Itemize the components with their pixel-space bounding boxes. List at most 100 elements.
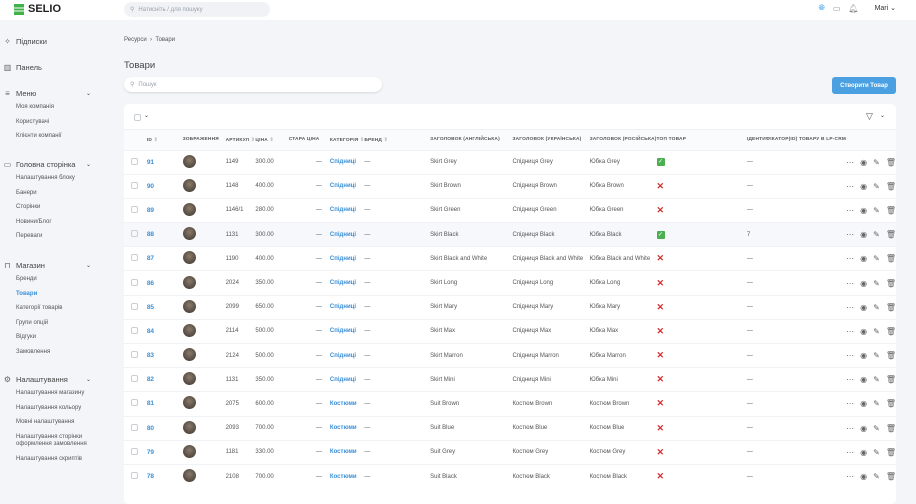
edit-icon[interactable]: ✎ — [873, 375, 880, 385]
table-row[interactable]: 83 2124 500.00 — Спідниці — Skirt Marron… — [124, 342, 896, 368]
product-image[interactable] — [182, 202, 196, 216]
product-id-link[interactable]: 82 — [146, 376, 155, 384]
breadcrumb-resources[interactable]: Ресурси — [124, 37, 147, 43]
product-image[interactable] — [182, 444, 196, 458]
sidebar-section-header[interactable]: ⚙ Налаштування ⌄ — [0, 372, 110, 386]
product-id-link[interactable]: 80 — [146, 424, 155, 432]
edit-icon[interactable]: ✎ — [873, 278, 880, 288]
edit-icon[interactable]: ✎ — [873, 157, 880, 167]
product-id-link[interactable]: 91 — [146, 158, 155, 166]
sidebar-item[interactable]: Налаштування сторінки оформлення замовле… — [16, 433, 87, 448]
chevron-down-icon[interactable]: ⌄ — [86, 90, 92, 97]
category-link[interactable]: Костюми — [329, 449, 357, 456]
table-row[interactable]: 86 2024 350.00 — Спідниці — Skirt Long С… — [124, 270, 896, 296]
monitor-icon[interactable]: ▭ — [832, 3, 841, 13]
table-row[interactable]: 79 1181 330.00 — Костюми — Suit Grey Кос… — [124, 439, 896, 465]
product-id-link[interactable]: 84 — [146, 327, 155, 335]
sidebar-item[interactable]: Замовлення — [16, 348, 51, 355]
category-link[interactable]: Спідниці — [329, 207, 357, 214]
more-icon[interactable]: ⋯ — [846, 326, 855, 336]
table-row[interactable]: 80 2093 700.00 — Костюми — Suit Blue Кос… — [124, 415, 896, 441]
sidebar-item[interactable]: Клієнти компанії — [16, 133, 62, 139]
sidebar-item[interactable]: Відгуки — [16, 334, 37, 340]
table-row[interactable]: 81 2075 600.00 — Костюми — Suit Brown Ко… — [124, 391, 896, 417]
sidebar-item[interactable]: Переваги — [16, 233, 43, 239]
trash-icon[interactable]: 🗑︎ — [885, 157, 896, 167]
trash-icon[interactable]: 🗑︎ — [885, 205, 896, 215]
category-link[interactable]: Спідниці — [329, 231, 357, 238]
product-image[interactable] — [182, 154, 196, 168]
sidebar-item[interactable]: Моя компанія — [16, 104, 54, 110]
eye-icon[interactable]: ◉ — [860, 351, 868, 361]
row-checkbox[interactable] — [130, 302, 138, 310]
row-checkbox[interactable] — [130, 205, 138, 213]
eye-icon[interactable]: ◉ — [860, 278, 868, 288]
eye-icon[interactable]: ◉ — [860, 375, 868, 385]
trash-icon[interactable]: 🗑︎ — [885, 447, 896, 457]
eye-icon[interactable]: ◉ — [860, 326, 868, 336]
table-row[interactable]: 85 2099 650.00 — Спідниці — Skirt Mary С… — [124, 294, 896, 320]
product-image[interactable] — [182, 275, 196, 289]
eye-icon[interactable]: ◉ — [860, 157, 868, 167]
table-row[interactable]: 91 1149 300.00 — Спідниці — Skirt Grey С… — [124, 149, 896, 175]
trash-icon[interactable]: 🗑︎ — [885, 302, 896, 312]
table-row[interactable]: 87 1190 400.00 — Спідниці — Skirt Black … — [124, 246, 896, 271]
edit-icon[interactable]: ✎ — [873, 447, 880, 457]
edit-icon[interactable]: ✎ — [873, 326, 880, 336]
edit-icon[interactable]: ✎ — [873, 423, 880, 433]
category-link[interactable]: Костюми — [329, 425, 357, 432]
row-checkbox[interactable] — [130, 447, 138, 455]
product-id-link[interactable]: 81 — [146, 400, 155, 408]
sort-icon[interactable]: ⇕ — [250, 136, 256, 143]
more-icon[interactable]: ⋯ — [846, 351, 855, 361]
edit-icon[interactable]: ✎ — [873, 205, 880, 215]
more-icon[interactable]: ⋯ — [846, 399, 855, 409]
row-checkbox[interactable] — [130, 472, 138, 480]
sidebar-item[interactable]: Налаштування скриптів — [16, 455, 82, 462]
more-icon[interactable]: ⋯ — [846, 447, 855, 457]
product-image[interactable] — [182, 251, 196, 265]
trash-icon[interactable]: 🗑︎ — [885, 399, 896, 409]
product-image[interactable] — [182, 348, 196, 362]
sidebar-section-header[interactable]: ⊓ Магазин ⌄ — [0, 258, 110, 272]
product-image[interactable] — [182, 227, 196, 241]
edit-icon[interactable]: ✎ — [873, 302, 880, 312]
sidebar-item[interactable]: Бренди — [16, 276, 37, 282]
sidebar-item[interactable]: Новини/Блог — [16, 218, 52, 225]
trash-icon[interactable]: 🗑︎ — [885, 375, 896, 385]
more-icon[interactable]: ⋯ — [846, 278, 855, 288]
category-link[interactable]: Спідниці — [329, 255, 357, 262]
chevron-down-icon[interactable]: ⌄ — [86, 376, 92, 383]
row-checkbox[interactable] — [130, 278, 138, 286]
product-id-link[interactable]: 86 — [146, 279, 155, 287]
trash-icon[interactable]: 🗑︎ — [885, 351, 896, 361]
product-id-link[interactable]: 78 — [146, 473, 155, 481]
table-row[interactable]: 82 1131 350.00 — Спідниці — Skirt Mini С… — [124, 367, 896, 392]
filter-icon[interactable]: ▽ — [866, 111, 873, 121]
user-menu[interactable]: Mari ⌄ — [874, 5, 896, 12]
row-checkbox[interactable] — [130, 399, 138, 407]
product-image[interactable] — [182, 299, 196, 313]
trash-icon[interactable]: 🗑︎ — [885, 326, 896, 336]
chevron-down-icon[interactable]: ⌄ — [880, 113, 886, 119]
sidebar-section-header[interactable]: ✧ Підписки — [0, 34, 110, 48]
sidebar-item[interactable]: Мовні налаштування — [16, 419, 75, 425]
edit-icon[interactable]: ✎ — [873, 472, 880, 482]
table-row[interactable]: 89 1146/1 280.00 — Спідниці — Skirt Gree… — [124, 197, 896, 223]
edit-icon[interactable]: ✎ — [873, 230, 880, 240]
product-image[interactable] — [182, 323, 196, 337]
global-search-input[interactable]: ⚲ Натисніть / для пошуку — [124, 2, 270, 17]
product-image[interactable] — [182, 469, 196, 483]
trash-icon[interactable]: 🗑︎ — [885, 254, 896, 264]
row-checkbox[interactable] — [130, 254, 138, 262]
chevron-down-icon[interactable]: ⌄ — [86, 161, 92, 168]
trash-icon[interactable]: 🗑︎ — [885, 230, 896, 240]
column-header[interactable]: БРЕНД ⇕ — [364, 130, 431, 150]
sidebar-section-header[interactable]: ≡ Меню ⌄ — [0, 86, 110, 100]
sidebar-item[interactable]: Налаштування кольору — [16, 404, 82, 411]
category-link[interactable]: Спідниці — [329, 183, 357, 190]
product-id-link[interactable]: 90 — [146, 182, 155, 190]
eye-icon[interactable]: ◉ — [860, 423, 868, 433]
category-link[interactable]: Спідниці — [329, 352, 357, 359]
category-link[interactable]: Костюми — [329, 473, 357, 480]
